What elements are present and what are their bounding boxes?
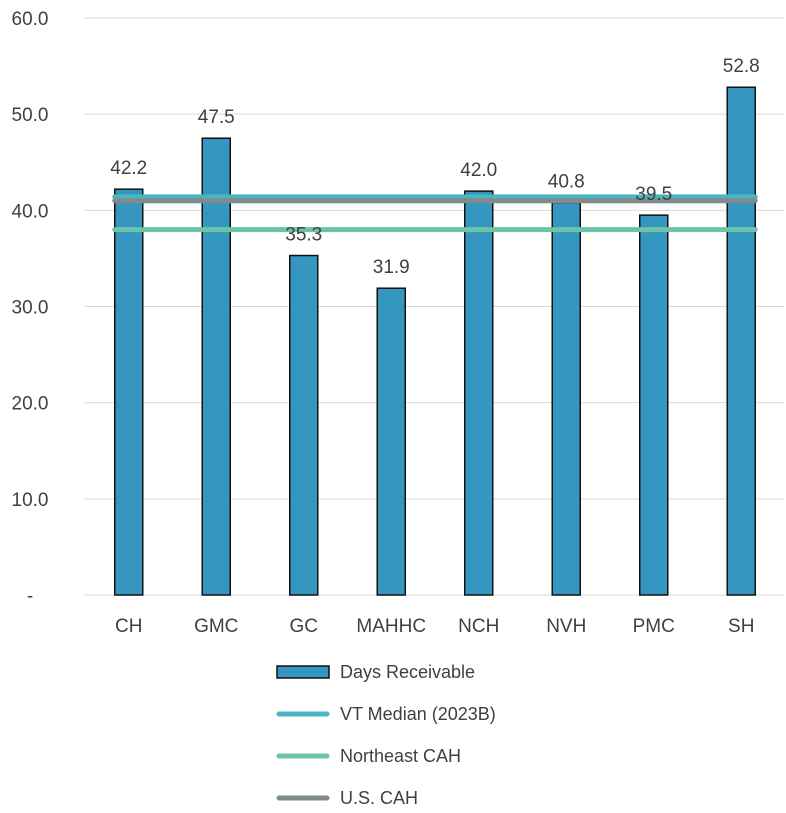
y-tick-label: 40.0 <box>12 201 49 222</box>
bar <box>114 188 144 596</box>
y-axis: - 10.0 20.0 30.0 40.0 50.0 60.0 <box>12 9 49 607</box>
y-tick-label: 30.0 <box>12 298 49 319</box>
data-label: 52.8 <box>723 56 760 77</box>
bars <box>114 86 756 596</box>
y-tick-label: 60.0 <box>12 9 49 30</box>
legend-label: Northeast CAH <box>340 746 461 766</box>
bar <box>376 287 406 596</box>
legend-label: VT Median (2023B) <box>340 704 496 724</box>
bar <box>289 254 319 596</box>
y-tick-label: 10.0 <box>12 490 49 511</box>
x-tick-label: CH <box>115 616 142 637</box>
bar <box>551 201 581 596</box>
legend-label: Days Receivable <box>340 662 475 682</box>
bar <box>464 190 494 596</box>
data-label: 40.8 <box>548 172 585 193</box>
x-tick-label: MAHHC <box>356 616 426 637</box>
data-label: 35.3 <box>285 225 322 246</box>
data-label: 31.9 <box>373 257 410 278</box>
reference-lines <box>112 194 758 233</box>
legend-label: U.S. CAH <box>340 788 418 808</box>
legend-swatch-bar <box>276 665 330 679</box>
data-labels: 42.2 47.5 35.3 31.9 42.0 40.8 39.5 52.8 <box>110 56 759 278</box>
gridlines <box>85 17 785 596</box>
y-tick-label: 50.0 <box>12 105 49 126</box>
data-label: 39.5 <box>635 184 672 205</box>
x-tick-label: PMC <box>633 616 675 637</box>
y-tick-label: 20.0 <box>12 394 49 415</box>
bar <box>201 137 231 596</box>
y-tick-label: - <box>27 586 33 607</box>
legend: Days Receivable VT Median (2023B) Northeas… <box>276 662 496 808</box>
data-label: 42.0 <box>460 160 497 181</box>
x-tick-label: NCH <box>458 616 499 637</box>
bar <box>726 86 756 596</box>
x-tick-label: GMC <box>194 616 238 637</box>
data-label: 42.2 <box>110 158 147 179</box>
x-axis: CH GMC GC MAHHC NCH NVH PMC SH <box>115 616 754 637</box>
x-tick-label: SH <box>728 616 754 637</box>
bar <box>639 214 669 596</box>
x-tick-label: GC <box>290 616 319 637</box>
x-tick-label: NVH <box>546 616 586 637</box>
data-label: 47.5 <box>198 107 235 128</box>
